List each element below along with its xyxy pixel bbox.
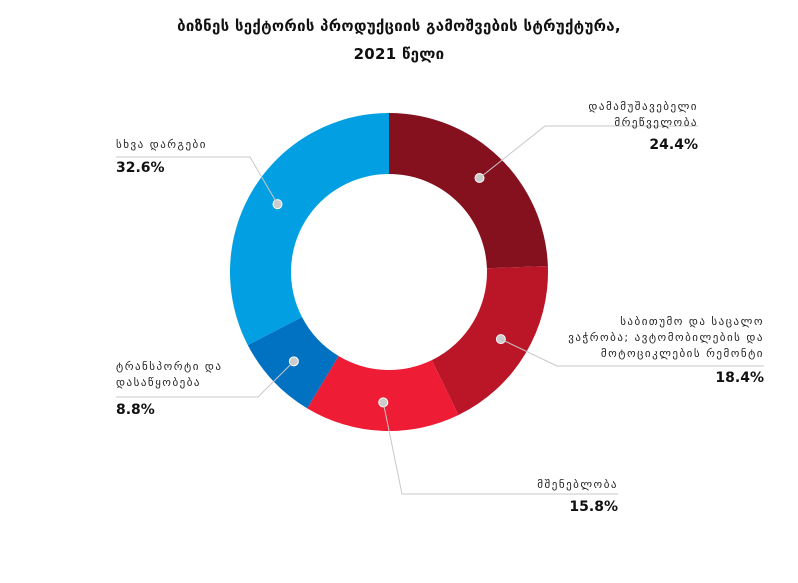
- slice-transport-leader-line: [116, 360, 295, 398]
- label-manufacturing-line1: დამამუშავებელი: [588, 100, 698, 113]
- label-transport: ტრანსპორტი და დასაწყობება: [116, 359, 276, 391]
- label-trade: საბითუმო და საცალო ვაჭრობა; ავტომობილები…: [520, 314, 764, 362]
- value-trade: 18.4%: [715, 370, 764, 386]
- label-transport-line1: ტრანსპორტი და: [116, 360, 223, 373]
- slice-construction-leader-line: [382, 402, 618, 495]
- label-construction-line1: მშენებლობა: [537, 478, 618, 491]
- label-construction: მშენებლობა: [480, 477, 618, 493]
- chart-title-line2: 2021 წელი: [353, 45, 445, 63]
- label-trade-line3: მოტოციკლების რემონტი: [600, 347, 764, 360]
- slice-other-leader-line: [116, 156, 278, 205]
- chart-title-line1: ბიზნეს სექტორის პროდუქციის გამოშვების სტ…: [177, 17, 621, 35]
- label-trade-line1: საბითუმო და საცალო: [620, 315, 764, 328]
- label-manufacturing-line2: მრეწველობა: [614, 116, 698, 129]
- slice-other: [229, 113, 389, 346]
- slice-manufacturing-leader-line: [479, 125, 698, 179]
- slice-construction: [307, 356, 459, 431]
- label-manufacturing: დამამუშავებელი მრეწველობა: [520, 99, 698, 131]
- value-transport: 8.8%: [116, 402, 155, 418]
- label-other: სხვა დარგები: [116, 137, 276, 153]
- label-other-line1: სხვა დარგები: [116, 138, 207, 151]
- slice-trade-leader-line: [500, 338, 764, 367]
- label-trade-line2: ვაჭრობა; ავტომობილების და: [568, 331, 764, 344]
- slice-manufacturing: [389, 113, 548, 269]
- value-other: 32.6%: [116, 160, 165, 176]
- value-construction: 15.8%: [569, 499, 618, 515]
- slice-trade: [431, 266, 548, 416]
- value-manufacturing: 24.4%: [649, 137, 698, 153]
- label-transport-line2: დასაწყობება: [116, 376, 202, 389]
- chart-title: ბიზნეს სექტორის პროდუქციის გამოშვების სტ…: [0, 12, 798, 68]
